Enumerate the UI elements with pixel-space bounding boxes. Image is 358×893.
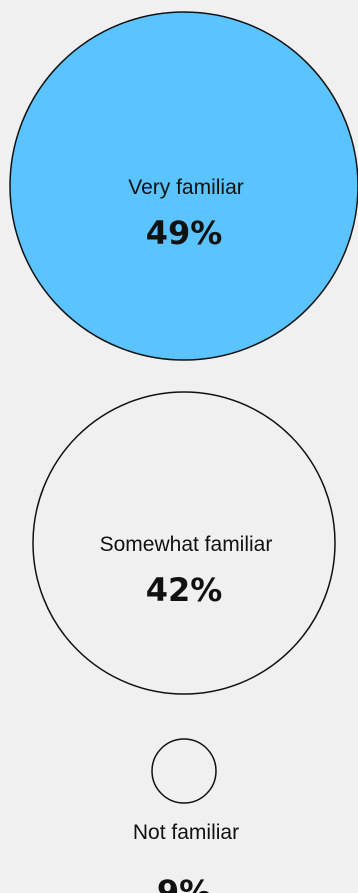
bubble-very-familiar	[9, 11, 358, 361]
labels-layer: Very familiar 49% Somewhat familiar 42% Not …	[100, 176, 273, 893]
category-label-very-familiar: Very familiar	[128, 176, 244, 199]
bubble-not-familiar	[151, 738, 217, 804]
value-label-very-familiar: 49%	[146, 214, 223, 252]
bubble-somewhat-familiar	[32, 391, 336, 695]
bubbles-layer	[9, 11, 358, 804]
value-label-not-familiar: 9%	[157, 873, 211, 893]
category-label-not-familiar: Not familiar	[133, 821, 239, 844]
value-label-somewhat-familiar: 42%	[146, 571, 223, 609]
category-label-somewhat-familiar: Somewhat familiar	[100, 533, 273, 556]
